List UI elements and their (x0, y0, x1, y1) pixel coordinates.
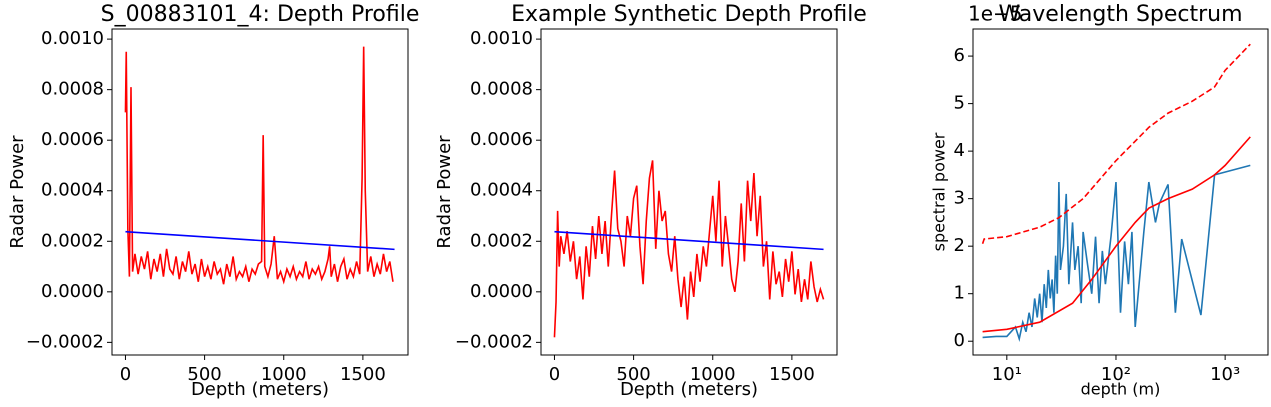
y-tick-label: 3 (954, 188, 965, 209)
y-tick-label: 0.0002 (41, 230, 104, 251)
x-axis-label: depth (m) (1081, 380, 1161, 399)
y-tick-label: −0.0002 (26, 331, 104, 352)
x-tick-label: 0 (120, 364, 131, 385)
x-tick-label: 10² (1101, 364, 1131, 385)
subplot: Example Synthetic Depth Profile −0.0002 0.… (434, 2, 867, 400)
x-axis-label: Depth (meters) (620, 379, 758, 400)
x-tick-label: 0 (549, 364, 560, 385)
y-tick-label: 6 (954, 45, 965, 66)
data-line (554, 230, 824, 251)
data-line (981, 43, 1251, 245)
offset-text: 1e−5 (968, 2, 1023, 26)
x-tick-label: 1000 (690, 364, 736, 385)
y-tick-label: 5 (954, 93, 965, 114)
y-tick-label: 0.0002 (470, 230, 533, 251)
y-axis-label: Radar Power (434, 135, 455, 249)
y-tick-label: 0.0004 (41, 180, 104, 201)
x-tick-label: 500 (187, 364, 221, 385)
y-tick-label: 1 (954, 283, 965, 304)
y-tick-label: 0 (954, 330, 965, 351)
subplot: S_00883101_4: Depth Profile −0.0002 0.0000… (7, 2, 419, 400)
axes-frame (972, 28, 1269, 356)
y-axis-label: Radar Power (7, 135, 28, 249)
x-tick-label: 1500 (769, 364, 815, 385)
data-line (982, 164, 1251, 342)
data-line (125, 230, 395, 251)
y-tick-label: 2 (954, 235, 965, 256)
y-tick-label: 4 (954, 140, 965, 161)
y-tick-label: 0.0004 (470, 180, 533, 201)
y-tick-label: −0.0002 (455, 331, 533, 352)
subplot-title: Wavelength Spectrum (998, 2, 1242, 27)
y-tick-label: 0.0000 (470, 281, 533, 302)
x-axis-label: Depth (meters) (191, 379, 329, 400)
x-tick-label: 1500 (340, 364, 386, 385)
y-tick-label: 0.0008 (470, 79, 533, 100)
x-tick-label: 10¹ (992, 364, 1022, 385)
y-tick-label: 0.0006 (470, 129, 533, 150)
data-line (982, 136, 1251, 333)
y-tick-label: 0.0008 (41, 79, 104, 100)
data-line (124, 46, 394, 285)
x-tick-label: 500 (616, 364, 650, 385)
y-tick-label: 0.0010 (41, 28, 104, 49)
y-axis-label: spectral power (930, 132, 949, 251)
x-tick-label: 1000 (261, 364, 307, 385)
subplot-title: S_00883101_4: Depth Profile (101, 2, 420, 27)
subplot-title: Example Synthetic Depth Profile (511, 2, 867, 27)
y-tick-label: 0.0000 (41, 281, 104, 302)
y-tick-label: 0.0006 (41, 129, 104, 150)
axes-frame (111, 28, 409, 356)
axes-frame (540, 28, 838, 356)
x-tick-label: 10³ (1210, 364, 1240, 385)
y-tick-label: 0.0010 (470, 28, 533, 49)
data-line (553, 160, 825, 338)
